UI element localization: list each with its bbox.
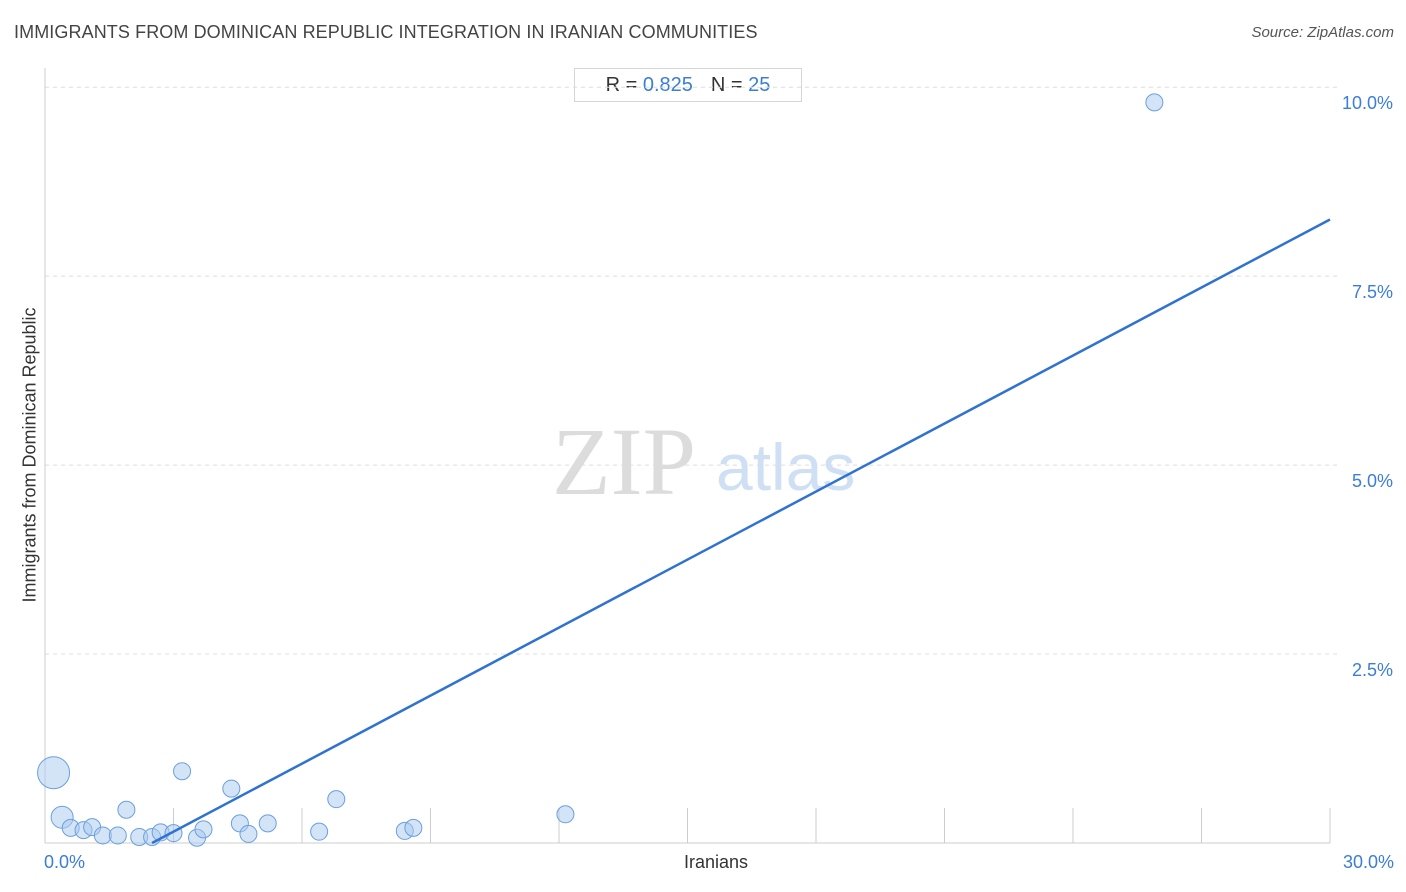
data-point xyxy=(327,790,346,809)
data-point xyxy=(239,824,258,843)
trend-layer xyxy=(151,218,1331,845)
n-value: 25 xyxy=(748,73,771,96)
watermark: ZIP atlas xyxy=(552,408,855,515)
data-point xyxy=(556,805,575,824)
x-tick-max: 30.0% xyxy=(1342,852,1394,872)
data-point xyxy=(173,762,192,781)
data-point xyxy=(258,814,277,833)
n-label: N = xyxy=(710,73,749,96)
watermark-atlas: atlas xyxy=(716,430,855,504)
trend-line xyxy=(151,218,1331,845)
y-tick-label: 5.0% xyxy=(1352,471,1393,491)
y-tick-label: 7.5% xyxy=(1352,282,1393,302)
x-axis-label: Iranians xyxy=(683,852,749,872)
data-point xyxy=(194,820,213,839)
data-point xyxy=(404,818,423,837)
r-stat: R = 0.825 xyxy=(606,74,693,97)
y-axis-label: Immigrants from Dominican Republic xyxy=(19,307,40,603)
stats-box: R = 0.825 N = 25 xyxy=(574,68,802,102)
grid-layer xyxy=(45,86,1340,655)
y-tick-label: 2.5% xyxy=(1352,660,1393,680)
watermark-zip: ZIP xyxy=(552,408,696,515)
x-tick-min: 0.0% xyxy=(44,852,86,872)
r-value: 0.825 xyxy=(642,73,693,96)
y-tick-layer: 2.5% 5.0% 7.5% 10.0% xyxy=(1342,93,1393,680)
data-point xyxy=(1145,93,1164,112)
data-point xyxy=(117,800,136,819)
source-label: Source: ZipAtlas.com xyxy=(1251,24,1394,41)
data-point xyxy=(93,826,112,845)
data-point xyxy=(108,826,127,845)
data-point xyxy=(222,779,241,798)
n-stat: N = 25 xyxy=(711,74,771,97)
axis-layer xyxy=(44,68,1331,844)
data-point xyxy=(310,822,329,841)
chart-title: IMMIGRANTS FROM DOMINICAN REPUBLIC INTEG… xyxy=(14,22,758,42)
data-point xyxy=(37,756,71,790)
r-label: R = xyxy=(605,73,643,96)
y-tick-label: 10.0% xyxy=(1342,93,1393,113)
